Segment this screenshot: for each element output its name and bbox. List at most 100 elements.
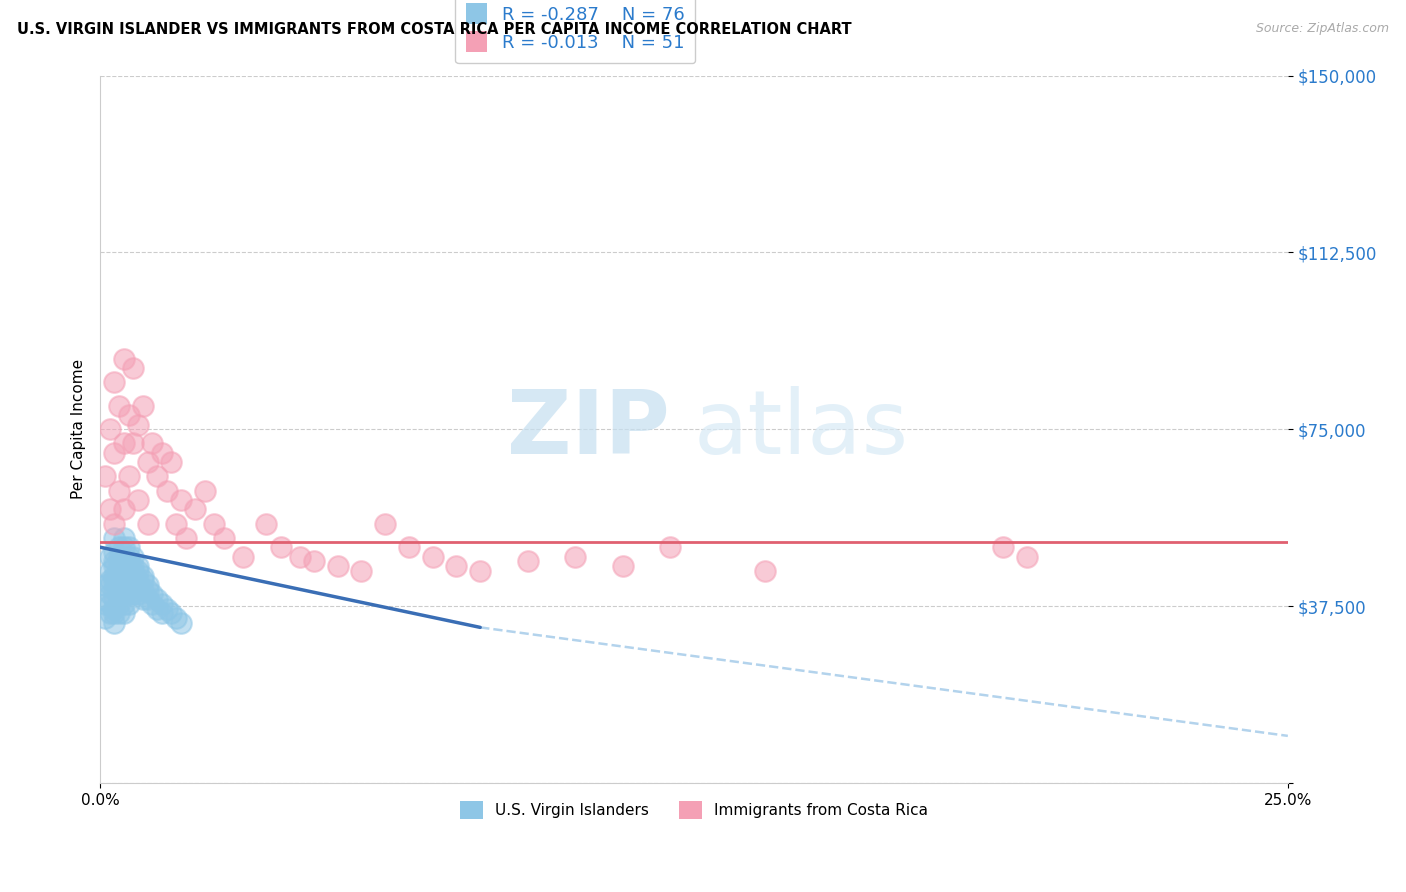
Point <box>146 469 169 483</box>
Point <box>112 587 135 601</box>
Point <box>136 592 159 607</box>
Point <box>98 587 121 601</box>
Y-axis label: Per Capita Income: Per Capita Income <box>72 359 86 500</box>
Point <box>165 611 187 625</box>
Point <box>132 573 155 587</box>
Point <box>112 531 135 545</box>
Point <box>422 549 444 564</box>
Point <box>184 502 207 516</box>
Point <box>132 399 155 413</box>
Point <box>108 564 131 578</box>
Point <box>156 601 179 615</box>
Point <box>122 559 145 574</box>
Point <box>103 573 125 587</box>
Point <box>98 597 121 611</box>
Point <box>103 592 125 607</box>
Point <box>103 554 125 568</box>
Point <box>103 531 125 545</box>
Point <box>117 540 139 554</box>
Point <box>141 597 163 611</box>
Point <box>108 606 131 620</box>
Point <box>117 554 139 568</box>
Point <box>136 582 159 597</box>
Point <box>132 568 155 582</box>
Point <box>202 516 225 531</box>
Point <box>127 417 149 432</box>
Point <box>94 597 117 611</box>
Point <box>136 516 159 531</box>
Point <box>146 601 169 615</box>
Text: atlas: atlas <box>695 385 910 473</box>
Point <box>112 597 135 611</box>
Point <box>98 564 121 578</box>
Point <box>98 422 121 436</box>
Point <box>103 545 125 559</box>
Point <box>270 540 292 554</box>
Point <box>170 615 193 630</box>
Point <box>165 516 187 531</box>
Point <box>94 611 117 625</box>
Point <box>160 455 183 469</box>
Point <box>127 564 149 578</box>
Point <box>1015 549 1038 564</box>
Point <box>127 559 149 574</box>
Point <box>112 351 135 366</box>
Point <box>112 606 135 620</box>
Point <box>94 469 117 483</box>
Point <box>98 606 121 620</box>
Point <box>754 564 776 578</box>
Point <box>122 573 145 587</box>
Point <box>98 549 121 564</box>
Point <box>470 564 492 578</box>
Point <box>108 483 131 498</box>
Point <box>98 502 121 516</box>
Point <box>112 436 135 450</box>
Point <box>103 568 125 582</box>
Text: ZIP: ZIP <box>508 385 671 473</box>
Point <box>612 559 634 574</box>
Point <box>232 549 254 564</box>
Point <box>108 597 131 611</box>
Point <box>160 606 183 620</box>
Point <box>374 516 396 531</box>
Point <box>108 549 131 564</box>
Point <box>108 399 131 413</box>
Point <box>108 540 131 554</box>
Point <box>141 587 163 601</box>
Point <box>302 554 325 568</box>
Point <box>103 516 125 531</box>
Point <box>108 573 131 587</box>
Point <box>122 549 145 564</box>
Point <box>516 554 538 568</box>
Point <box>108 559 131 574</box>
Point <box>98 573 121 587</box>
Point <box>112 540 135 554</box>
Point <box>112 573 135 587</box>
Point <box>127 573 149 587</box>
Point <box>194 483 217 498</box>
Point <box>122 361 145 376</box>
Point <box>156 483 179 498</box>
Point <box>117 549 139 564</box>
Point <box>117 408 139 422</box>
Point <box>212 531 235 545</box>
Point <box>98 578 121 592</box>
Point <box>398 540 420 554</box>
Point <box>122 587 145 601</box>
Point <box>117 597 139 611</box>
Point <box>103 615 125 630</box>
Point <box>254 516 277 531</box>
Point <box>108 578 131 592</box>
Point <box>150 606 173 620</box>
Point <box>170 493 193 508</box>
Point <box>564 549 586 564</box>
Point <box>136 455 159 469</box>
Point <box>117 469 139 483</box>
Point <box>117 587 139 601</box>
Point <box>288 549 311 564</box>
Point <box>112 502 135 516</box>
Point <box>122 578 145 592</box>
Point <box>112 554 135 568</box>
Point <box>136 578 159 592</box>
Point <box>103 601 125 615</box>
